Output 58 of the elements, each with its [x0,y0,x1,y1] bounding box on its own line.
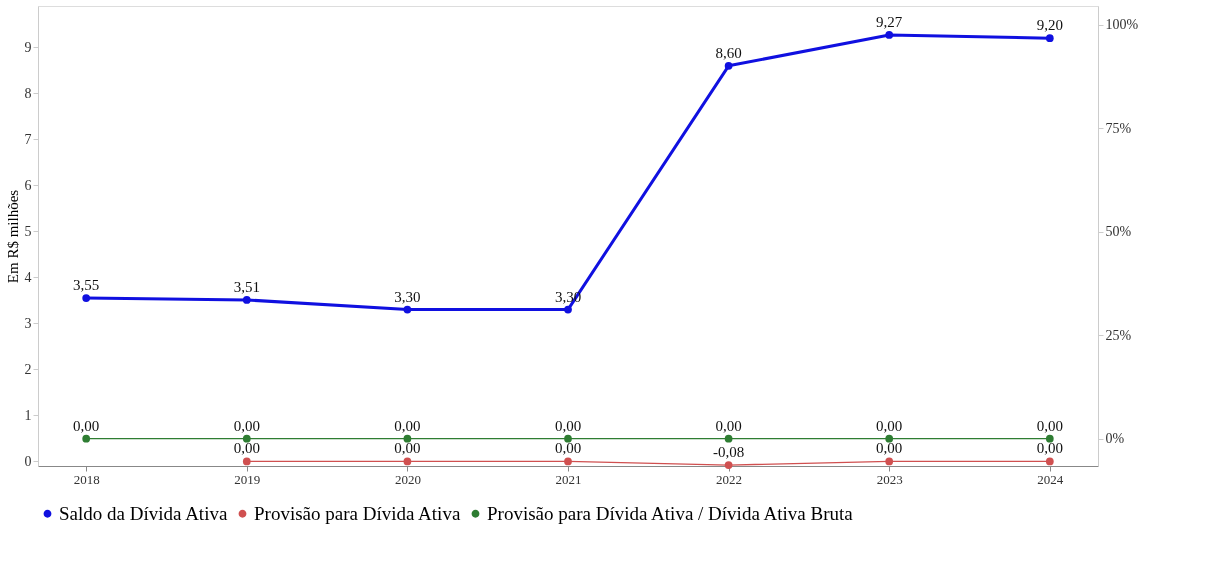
point [403,457,412,466]
x-tick-label: 2022 [716,471,743,487]
point [82,294,91,302]
y2-tick-label: 0% [1105,431,1125,447]
y-axis-title: Em R$ milhões [4,189,21,284]
point [564,305,572,314]
y-tick-label: 5 [24,223,32,239]
data-label: 0,00 [394,440,421,457]
data-label: 0,00 [1036,440,1063,457]
data-label: 0,00 [876,417,903,434]
data-label: 3,51 [233,278,260,295]
data-label: -0,08 [712,444,745,461]
y-tick-label: 0 [24,453,32,469]
y-tick-label: 1 [24,407,32,423]
y2-tick-label: 25% [1105,327,1132,343]
data-label: 0,00 [73,417,100,434]
x-tick-label: 2024 [1037,471,1064,487]
data-label: 0,00 [394,417,421,434]
data-label: 8,60 [715,44,742,61]
point [564,457,572,466]
point [242,296,251,304]
data-label: 0,00 [233,440,260,457]
legend-label: Provisão para Dívida Ativa / Dívida Ativa Bruta [487,502,854,524]
legend-label: Provisão para Dívida Ativa [254,502,461,524]
point [885,31,894,39]
legend-label: Saldo da Dívida Ativa [59,502,228,524]
data-label: 3,55 [73,277,100,294]
data-label: 0,00 [554,417,582,434]
y-tick-label: 8 [24,85,32,101]
data-label: 3,30 [394,288,421,305]
point [1045,457,1054,466]
point [724,61,733,70]
data-label: 0,00 [1036,417,1063,434]
point [885,457,894,466]
data-label: 9,27 [876,13,903,30]
x-tick-label: 2018 [73,471,100,487]
data-label: 0,00 [554,440,582,457]
y-tick-label: 6 [24,177,32,193]
data-label: 9,20 [1036,17,1063,34]
point [242,457,251,466]
y-tick-label: 7 [24,131,32,147]
data-label: 0,00 [715,417,742,434]
x-tick-label: 2019 [234,471,261,487]
data-label: 0,00 [876,440,903,457]
x-tick-label: 2023 [876,471,903,487]
point [1045,34,1054,43]
data-label: 0,00 [233,417,260,434]
x-tick-label: 2021 [555,471,582,487]
y-tick-label: 9 [24,39,32,55]
point [403,305,412,314]
point [724,461,733,469]
y2-tick-label: 50% [1105,224,1132,240]
y2-tick-label: 100% [1105,17,1139,33]
y-tick-label: 4 [24,269,32,285]
y-tick-label: 2 [24,361,32,377]
y-tick-label: 3 [24,315,32,331]
y2-tick-label: 75% [1105,120,1132,136]
x-tick-label: 2020 [394,471,421,487]
